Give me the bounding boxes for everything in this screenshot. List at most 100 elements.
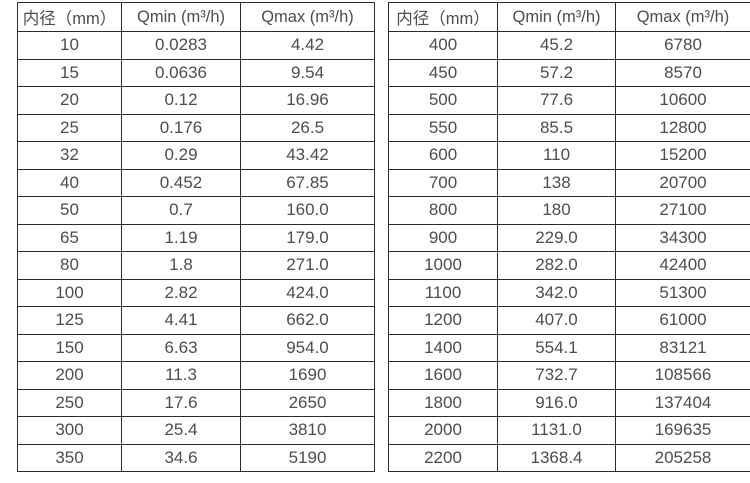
table-cell: 700 [388, 168, 498, 197]
table-cell: 169635 [615, 416, 750, 445]
table-cell: 25.4 [121, 416, 241, 445]
table-cell: 800 [388, 196, 498, 225]
table-cell: 1800 [388, 388, 498, 417]
table-row: 1200 407.0 61000 [388, 306, 750, 335]
column-header: 内径（mm） [17, 2, 122, 32]
column-header: Qmin (m³/h) [497, 2, 616, 32]
table-cell: 25 [17, 113, 122, 142]
table-cell: 5190 [240, 443, 375, 472]
table-cell: 1100 [388, 278, 498, 307]
table-cell: 1.19 [121, 223, 241, 252]
table-cell: 27100 [615, 196, 750, 225]
table-row: 500 77.6 10600 [388, 86, 750, 115]
table-cell: 300 [17, 416, 122, 445]
table-cell: 1400 [388, 333, 498, 362]
table-cell: 2.82 [121, 278, 241, 307]
table-cell: 954.0 [240, 333, 375, 362]
table-row: 800 180 27100 [388, 196, 750, 225]
table-cell: 400 [388, 31, 498, 60]
table-cell: 2650 [240, 388, 375, 417]
table-row: 200 11.3 1690 [17, 361, 375, 390]
table-cell: 250 [17, 388, 122, 417]
table-row: 450 57.2 8570 [388, 58, 750, 87]
table-cell: 424.0 [240, 278, 375, 307]
table-cell: 1200 [388, 306, 498, 335]
table-cell: 11.3 [121, 361, 241, 390]
table-cell: 6780 [615, 31, 750, 60]
table-cell: 85.5 [497, 113, 616, 142]
table-cell: 0.452 [121, 168, 241, 197]
table-cell: 17.6 [121, 388, 241, 417]
table-cell: 61000 [615, 306, 750, 335]
table-row: 550 85.5 12800 [388, 113, 750, 142]
table-cell: 179.0 [240, 223, 375, 252]
table-row: 32 0.29 43.42 [17, 141, 375, 170]
table-cell: 77.6 [497, 86, 616, 115]
table-cell: 662.0 [240, 306, 375, 335]
column-header: Qmax (m³/h) [615, 2, 750, 32]
table-cell: 350 [17, 443, 122, 472]
table-row: 700 138 20700 [388, 168, 750, 197]
table-row: 400 45.2 6780 [388, 31, 750, 60]
table-cell: 180 [497, 196, 616, 225]
table-cell: 2000 [388, 416, 498, 445]
table-cell: 282.0 [497, 251, 616, 280]
column-header: Qmax (m³/h) [240, 2, 375, 32]
flow-spec-table-large-diameters: 内径（mm） Qmin (m³/h) Qmax (m³/h) 400 45.2 6780 4… [388, 2, 750, 472]
table-cell: 34.6 [121, 443, 241, 472]
table-row: 150 6.63 954.0 [17, 333, 375, 362]
table-cell: 83121 [615, 333, 750, 362]
table-row: 25 0.176 26.5 [17, 113, 375, 142]
header-row: 内径（mm） Qmin (m³/h) Qmax (m³/h) [388, 2, 750, 32]
table-cell: 3810 [240, 416, 375, 445]
table-cell: 0.0283 [121, 31, 241, 60]
table-cell: 40 [17, 168, 122, 197]
table-row: 50 0.7 160.0 [17, 196, 375, 225]
table-cell: 271.0 [240, 251, 375, 280]
table-cell: 500 [388, 86, 498, 115]
table-cell: 43.42 [240, 141, 375, 170]
table-cell: 110 [497, 141, 616, 170]
table-cell: 1368.4 [497, 443, 616, 472]
table-cell: 916.0 [497, 388, 616, 417]
table-cell: 407.0 [497, 306, 616, 335]
table-cell: 45.2 [497, 31, 616, 60]
table-cell: 6.63 [121, 333, 241, 362]
table-row: 1000 282.0 42400 [388, 251, 750, 280]
table-cell: 1.8 [121, 251, 241, 280]
table-cell: 138 [497, 168, 616, 197]
table-cell: 0.12 [121, 86, 241, 115]
table-cell: 9.54 [240, 58, 375, 87]
table-cell: 34300 [615, 223, 750, 252]
table-cell: 342.0 [497, 278, 616, 307]
table-cell: 125 [17, 306, 122, 335]
table-row: 20 0.12 16.96 [17, 86, 375, 115]
table-cell: 1600 [388, 361, 498, 390]
table-cell: 229.0 [497, 223, 616, 252]
flow-spec-table-small-diameters: 内径（mm） Qmin (m³/h) Qmax (m³/h) 10 0.0283 4.42… [17, 2, 375, 472]
table-row: 1400 554.1 83121 [388, 333, 750, 362]
table-cell: 160.0 [240, 196, 375, 225]
table-cell: 1690 [240, 361, 375, 390]
table-row: 65 1.19 179.0 [17, 223, 375, 252]
table-row: 80 1.8 271.0 [17, 251, 375, 280]
table-cell: 80 [17, 251, 122, 280]
table-cell: 20 [17, 86, 122, 115]
table-cell: 205258 [615, 443, 750, 472]
table-cell: 550 [388, 113, 498, 142]
table-cell: 900 [388, 223, 498, 252]
table-cell: 2200 [388, 443, 498, 472]
table-cell: 0.7 [121, 196, 241, 225]
table-cell: 15 [17, 58, 122, 87]
table-row: 250 17.6 2650 [17, 388, 375, 417]
table-row: 350 34.6 5190 [17, 443, 375, 472]
table-row: 15 0.0636 9.54 [17, 58, 375, 87]
table-cell: 100 [17, 278, 122, 307]
table-row: 1100 342.0 51300 [388, 278, 750, 307]
table-cell: 1131.0 [497, 416, 616, 445]
table-cell: 8570 [615, 58, 750, 87]
table-cell: 26.5 [240, 113, 375, 142]
table-cell: 150 [17, 333, 122, 362]
column-header: 内径（mm） [388, 2, 498, 32]
